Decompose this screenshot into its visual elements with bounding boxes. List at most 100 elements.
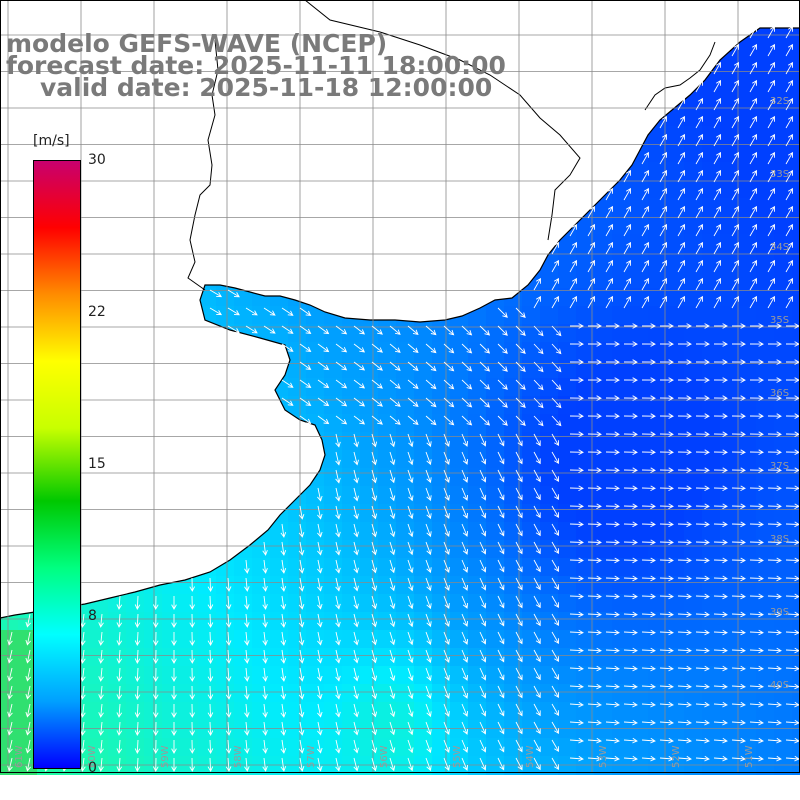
field-cell bbox=[792, 486, 800, 505]
field-cell bbox=[648, 684, 667, 703]
wind-arrow bbox=[479, 343, 491, 354]
wind-arrow bbox=[767, 277, 775, 291]
field-cell bbox=[180, 666, 199, 685]
wind-arrow bbox=[497, 649, 505, 663]
field-cell bbox=[792, 648, 800, 667]
field-cell bbox=[198, 666, 217, 685]
field-cell bbox=[540, 558, 559, 577]
field-cell bbox=[360, 648, 379, 667]
wind-arrow bbox=[515, 595, 523, 609]
wind-arrow bbox=[749, 359, 764, 365]
wind-arrow bbox=[479, 667, 487, 681]
wind-arrow bbox=[116, 685, 123, 700]
field-cell bbox=[396, 630, 415, 649]
wind-arrow bbox=[207, 667, 214, 682]
field-cell bbox=[738, 756, 757, 775]
field-cell bbox=[612, 648, 631, 667]
wind-arrow bbox=[569, 629, 584, 636]
wind-arrow bbox=[587, 521, 602, 528]
field-cell bbox=[18, 756, 37, 775]
wind-arrow bbox=[443, 703, 450, 717]
field-cell bbox=[540, 288, 559, 307]
field-cell bbox=[306, 594, 325, 613]
wind-arrow bbox=[713, 79, 721, 93]
wind-arrow bbox=[641, 755, 656, 762]
field-cell bbox=[162, 720, 181, 739]
field-cell bbox=[756, 558, 775, 577]
wind-arrow bbox=[479, 541, 487, 555]
wind-arrow bbox=[533, 559, 541, 573]
field-cell bbox=[342, 738, 361, 757]
field-cell bbox=[738, 252, 757, 271]
wind-arrow bbox=[713, 115, 721, 129]
wind-arrow bbox=[695, 665, 710, 672]
field-cell bbox=[612, 396, 631, 415]
wind-arrow bbox=[587, 359, 602, 365]
field-cell bbox=[180, 702, 199, 721]
field-cell bbox=[774, 612, 793, 631]
field-cell bbox=[252, 540, 271, 559]
field-cell bbox=[648, 144, 667, 163]
wind-arrow bbox=[461, 631, 469, 645]
wind-arrow bbox=[731, 485, 746, 492]
wind-arrow bbox=[569, 359, 584, 365]
wind-arrow bbox=[569, 395, 584, 401]
wind-arrow bbox=[641, 557, 656, 564]
field-cell bbox=[324, 504, 343, 523]
field-cell bbox=[270, 738, 289, 757]
wind-arrow bbox=[317, 721, 323, 736]
wind-arrow bbox=[641, 467, 656, 474]
wind-arrow bbox=[116, 631, 123, 646]
field-cell bbox=[468, 720, 487, 739]
wind-arrow bbox=[749, 151, 757, 165]
wind-arrow bbox=[189, 703, 195, 718]
wind-arrow bbox=[461, 667, 469, 681]
wind-arrow bbox=[551, 739, 559, 753]
wind-arrow bbox=[515, 613, 523, 627]
field-cell bbox=[468, 576, 487, 595]
wind-arrow bbox=[587, 755, 602, 762]
wind-arrow bbox=[713, 755, 728, 762]
coastline bbox=[0, 0, 800, 619]
wind-arrow bbox=[731, 133, 739, 147]
field-cell bbox=[18, 666, 37, 685]
field-cell bbox=[756, 684, 775, 703]
field-cell bbox=[432, 720, 451, 739]
field-cell bbox=[792, 558, 800, 577]
wind-arrow bbox=[281, 325, 294, 334]
field-cell bbox=[414, 504, 433, 523]
wind-arrow bbox=[134, 631, 141, 646]
wind-arrow bbox=[443, 595, 450, 609]
wind-arrow bbox=[731, 629, 746, 636]
field-cell bbox=[756, 108, 775, 127]
wind-arrow bbox=[659, 737, 674, 744]
field-cell bbox=[504, 540, 523, 559]
field-cell bbox=[450, 360, 469, 379]
wind-arrow bbox=[515, 739, 523, 753]
wind-arrow bbox=[479, 559, 487, 573]
wind-arrow bbox=[749, 395, 764, 401]
wind-arrow bbox=[134, 739, 141, 754]
wind-arrow bbox=[461, 739, 469, 753]
field-cell bbox=[576, 612, 595, 631]
wind-arrow bbox=[785, 295, 793, 309]
wind-arrow bbox=[280, 613, 287, 628]
field-cell bbox=[738, 144, 757, 163]
wind-arrow bbox=[479, 721, 487, 735]
field-cell bbox=[612, 288, 631, 307]
field-cell bbox=[90, 630, 109, 649]
field-cell bbox=[666, 396, 685, 415]
field-cell bbox=[540, 576, 559, 595]
field-cell bbox=[18, 720, 37, 739]
wind-arrow bbox=[623, 259, 631, 273]
wind-arrow bbox=[749, 259, 757, 273]
wind-arrow bbox=[551, 397, 562, 409]
wind-arrow bbox=[695, 395, 710, 401]
wind-arrow bbox=[134, 757, 141, 772]
field-cell bbox=[216, 576, 235, 595]
wind-arrow bbox=[570, 323, 584, 329]
field-cell bbox=[468, 432, 487, 451]
field-cell bbox=[486, 738, 505, 757]
lon-label: 54W bbox=[525, 745, 536, 768]
wind-arrow bbox=[605, 395, 620, 401]
